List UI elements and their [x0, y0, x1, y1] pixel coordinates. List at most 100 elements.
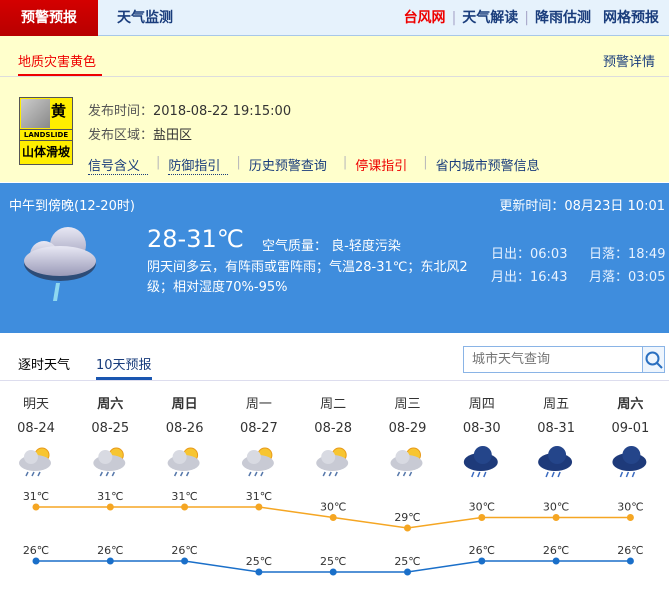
badge-en: LANDSLIDE: [20, 129, 72, 141]
forecast-tabs: 逐时天气 10天预报: [18, 354, 152, 380]
link-typhoon[interactable]: 台风网: [403, 10, 446, 26]
forecast-date: 08-27: [240, 421, 278, 436]
divider: |: [524, 10, 529, 26]
warning-links: 信号含义 | 防御指引 | 历史预警查询 | 停课指引 | 省内城市预警信息: [88, 155, 548, 175]
top-links: 台风网 | 天气解读 | 降雨估测 网格预报: [398, 0, 665, 36]
high-temp-point: [626, 514, 634, 521]
tab-weather-monitor[interactable]: 天气监测: [117, 10, 173, 26]
divider: |: [236, 155, 241, 170]
low-temp-point: [181, 557, 189, 565]
high-temp-label: 29℃: [394, 511, 420, 524]
forecast-weekday: 周二: [320, 397, 347, 412]
search-button[interactable]: [642, 347, 664, 372]
high-temp-point: [32, 503, 40, 511]
current-weather-panel: 中午到傍晚(12-20时) 更新时间：08月23日 10:01 28-31℃ 空…: [0, 183, 669, 333]
tab-hourly[interactable]: 逐时天气: [18, 358, 71, 373]
link-signal-meaning[interactable]: 信号含义: [88, 155, 149, 175]
low-temp-point: [404, 568, 411, 576]
top-nav: 预警预报 天气监测 台风网 | 天气解读 | 降雨估测 网格预报: [0, 0, 669, 36]
forecast-date: 08-31: [537, 421, 575, 436]
moonset: 月落：03:05: [589, 270, 666, 285]
low-temp-label: 26℃: [23, 544, 49, 557]
divider: |: [342, 155, 348, 170]
link-class-suspension[interactable]: 停课指引: [355, 159, 408, 174]
sunrise: 日出：06:03: [491, 247, 568, 262]
link-grid-forecast[interactable]: 网格预报: [603, 10, 659, 26]
city-search-input[interactable]: [464, 347, 642, 372]
issue-area: 发布区域：盐田区: [88, 124, 192, 143]
sun-cloud-rain-icon: [316, 447, 349, 477]
badge-cn: 山体滑坡: [21, 145, 70, 159]
thunder-rain-icon: [463, 446, 498, 478]
forecast-date: 08-29: [388, 421, 427, 436]
low-temp-label: 25℃: [394, 555, 420, 568]
high-temp-label: 31℃: [97, 490, 123, 503]
forecast-date: 08-28: [314, 421, 353, 436]
temperature-range: 28-31℃: [147, 225, 244, 253]
sun-cloud-rain-icon: [390, 447, 423, 477]
link-weather-analysis[interactable]: 天气解读: [462, 10, 519, 26]
low-temp-label: 26℃: [469, 544, 495, 557]
sun-cloud-rain-icon: [241, 447, 274, 477]
divider: |: [451, 10, 457, 26]
issue-time: 发布时间：2018-08-22 19:15:00: [88, 100, 291, 119]
warning-detail-link[interactable]: 预警详情: [602, 55, 655, 70]
high-temp-point: [181, 503, 189, 511]
city-search: [463, 346, 665, 373]
low-temp-label: 25℃: [246, 555, 272, 568]
divider: [0, 380, 669, 381]
forecast-weekday: 周六: [617, 397, 644, 412]
tab-warning-forecast[interactable]: 预警预报: [0, 0, 98, 36]
tab-underline: [18, 74, 102, 76]
divider: |: [156, 155, 161, 170]
warning-tab[interactable]: 地质灾害黄色: [18, 55, 97, 70]
high-temp-point: [404, 524, 411, 532]
low-temp-label: 26℃: [97, 544, 123, 557]
period: 中午到傍晚(12-20时): [9, 199, 135, 214]
landslide-icon: [21, 99, 50, 128]
forecast-weekday: 周四: [468, 397, 495, 412]
sun-cloud-rain-icon: [167, 447, 200, 477]
tab-10day[interactable]: 10天预报: [96, 354, 152, 380]
link-history[interactable]: 历史预警查询: [248, 159, 327, 174]
value: 盐田区: [153, 128, 193, 143]
label: 发布时间：: [88, 104, 154, 119]
high-temp-point: [106, 503, 114, 511]
sunset: 日落：18:49: [589, 247, 666, 262]
thunder-rain-icon: [612, 446, 647, 478]
link-rain-estimate[interactable]: 降雨估测: [535, 10, 591, 26]
high-temp-point: [255, 503, 263, 511]
high-temp-label: 30℃: [320, 501, 346, 514]
thunder-rain-icon: [538, 446, 573, 478]
link-defense-guide[interactable]: 防御指引: [168, 155, 229, 175]
weather-description: 阴天间多云，有阵雨或雷阵雨；气温28-31℃；东北风2级；相对湿度70%-95%: [147, 260, 468, 295]
low-temp-point: [32, 557, 40, 565]
forecast-date: 08-24: [17, 421, 55, 436]
forecast-date: 09-01: [611, 421, 650, 436]
high-temp-point: [478, 514, 486, 521]
air-quality: 空气质量： 良-轻度污染: [262, 239, 401, 254]
high-temp-label: 30℃: [617, 501, 643, 514]
low-temp-point: [626, 557, 634, 565]
forecast-weekday: 周日: [171, 397, 198, 412]
warning-panel: 地质灾害黄色 预警详情: [0, 36, 669, 182]
low-temp-point: [255, 568, 263, 576]
high-temp-point: [329, 514, 337, 521]
low-temp-point: [106, 557, 114, 565]
low-temp-label: 26℃: [617, 544, 643, 557]
forecast-date: 08-30: [462, 421, 501, 436]
low-temp-label: 26℃: [171, 544, 197, 557]
high-temp-label: 31℃: [23, 490, 49, 503]
forecast-date: 08-25: [91, 421, 130, 436]
high-temp-label: 30℃: [543, 501, 569, 514]
forecast-weekday: 明天: [22, 397, 49, 412]
landslide-warning-badge: 黄 LANDSLIDE 山体滑坡: [19, 97, 73, 165]
cloud-rain-icon: [24, 227, 96, 301]
forecast-weekday: 周一: [245, 397, 272, 412]
high-temp-label: 30℃: [469, 501, 495, 514]
forecast-date: 08-26: [165, 421, 204, 436]
sun-cloud-rain-icon: [19, 447, 51, 477]
link-province-warnings[interactable]: 省内城市预警信息: [435, 159, 540, 174]
high-temp-label: 31℃: [246, 490, 272, 503]
forecast-weekday: 周六: [97, 397, 124, 412]
